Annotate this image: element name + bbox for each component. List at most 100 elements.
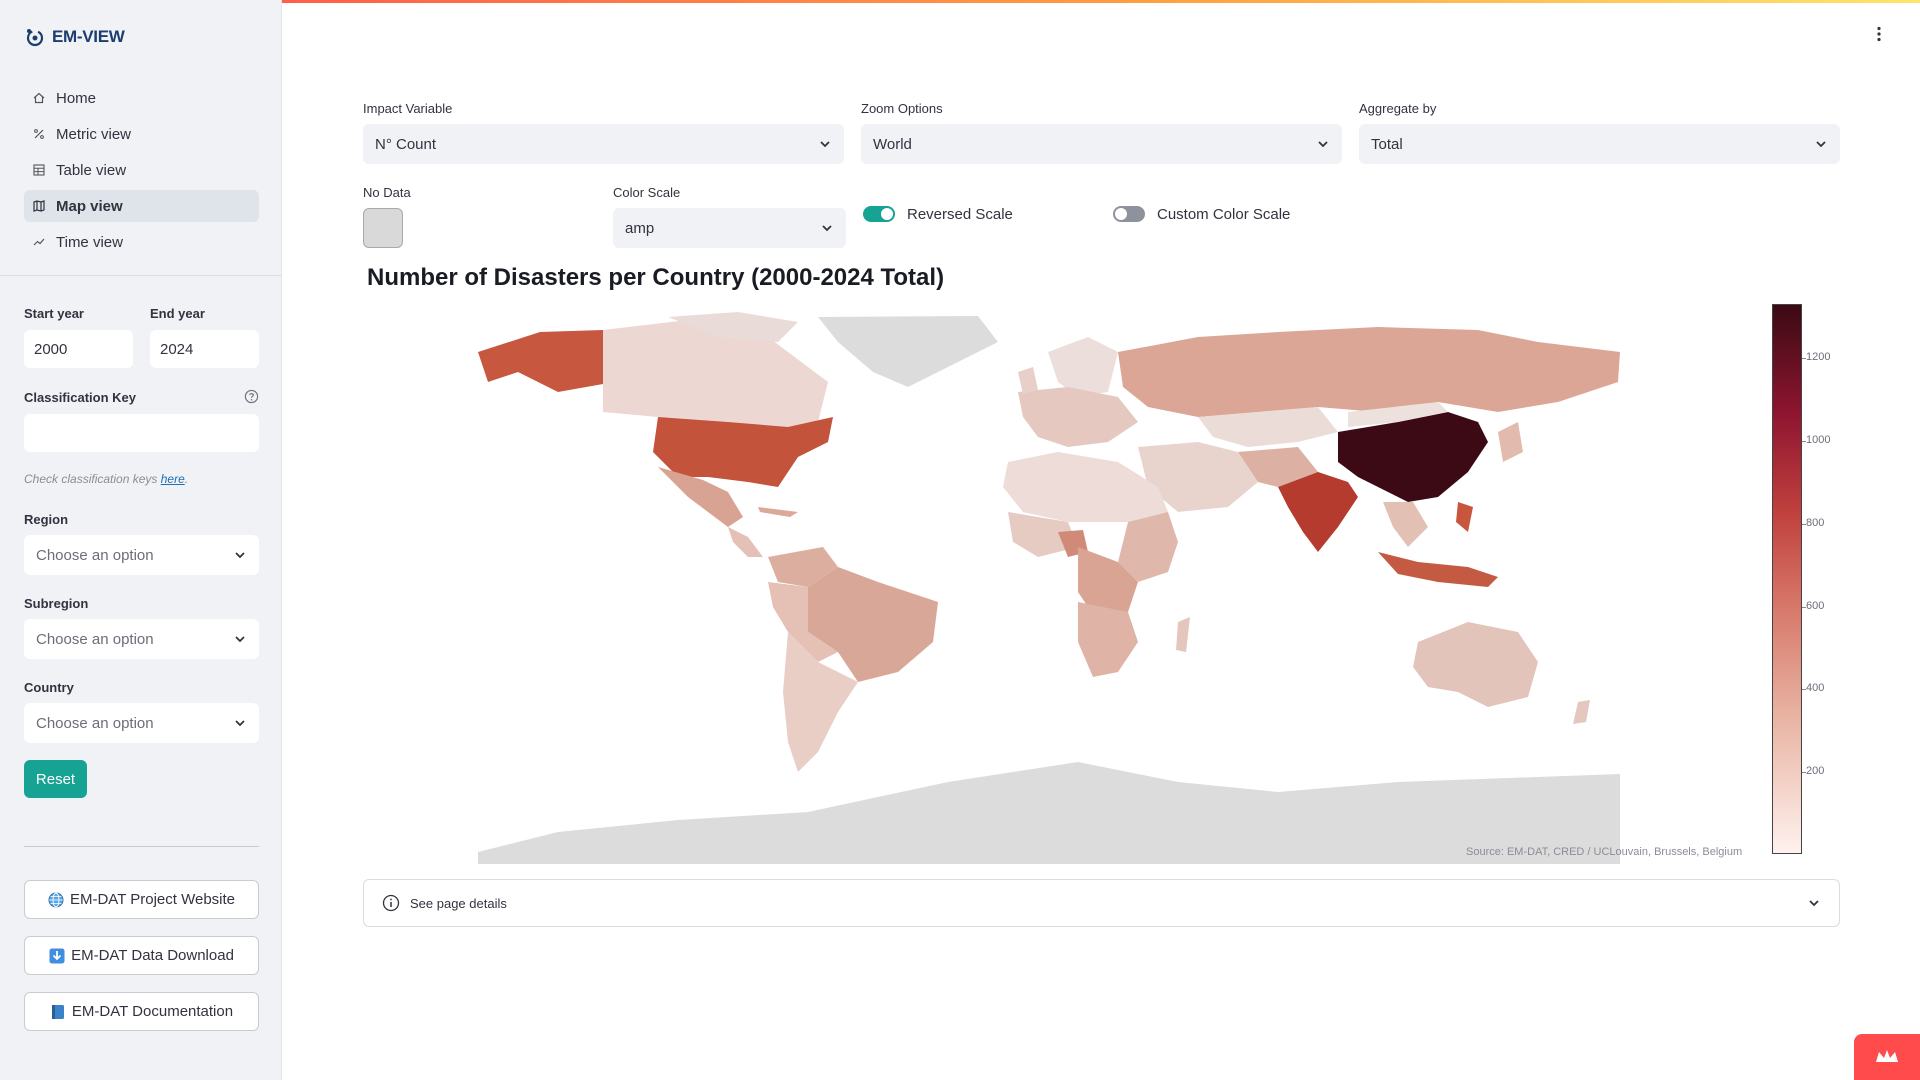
mexico-shape: [658, 467, 743, 527]
colorbar-tick-mark: [1802, 441, 1806, 442]
chevron-down-icon: [1816, 141, 1826, 148]
color-scale-value: amp: [625, 219, 655, 237]
reversed-scale-toggle[interactable]: Reversed Scale: [863, 204, 1013, 224]
madagascar-shape: [1176, 617, 1190, 652]
help-icon[interactable]: [244, 389, 259, 404]
region-select[interactable]: Choose an option: [24, 535, 259, 575]
chevron-down-icon: [822, 225, 832, 232]
colorbar-tick-label: 200: [1806, 765, 1825, 777]
toggle-knob: [881, 208, 893, 220]
colorbar-tick-label: 800: [1806, 517, 1825, 529]
zoom-options-select[interactable]: World: [861, 124, 1342, 164]
zoom-options-label: Zoom Options: [861, 101, 943, 116]
start-year-label: Start year: [24, 306, 84, 321]
aggregate-by-label: Aggregate by: [1359, 101, 1437, 116]
subregion-select[interactable]: Choose an option: [24, 619, 259, 659]
nav-item-time-view[interactable]: Time view: [24, 226, 259, 258]
greenland-shape: [818, 316, 998, 387]
new-zealand-shape: [1573, 700, 1590, 724]
impact-variable-label: Impact Variable: [363, 101, 453, 116]
start-year-input[interactable]: 2000: [24, 330, 133, 368]
page-details-expander[interactable]: See page details: [363, 879, 1840, 927]
chevron-down-icon: [235, 552, 245, 559]
nav-label-home: Home: [56, 89, 97, 107]
philippines-shape: [1456, 502, 1473, 532]
nav-label-metric-view: Metric view: [56, 125, 132, 143]
page-details-label: See page details: [410, 895, 507, 911]
west-africa-shape: [1008, 512, 1078, 557]
nav-item-metric-view[interactable]: Metric view: [24, 118, 259, 150]
chart-source-note: Source: EM-DAT, CRED / UCLouvain, Brusse…: [1466, 846, 1743, 858]
nav-item-map-view[interactable]: Map view: [24, 190, 259, 222]
subregion-label: Subregion: [24, 596, 89, 611]
hint-text: Check classification keys: [24, 472, 161, 486]
colorbar-tick-label: 600: [1806, 600, 1825, 612]
nav-item-home[interactable]: Home: [24, 82, 259, 114]
toggle-track: [863, 206, 895, 222]
colorbar-tick-mark: [1802, 772, 1806, 773]
colorbar-tick-label: 1000: [1806, 434, 1831, 446]
colorbar-tick-mark: [1802, 607, 1806, 608]
usa-shape: [653, 417, 833, 487]
project-website-label: EM-DAT Project Website: [69, 891, 236, 908]
chevron-down-icon: [1809, 900, 1819, 907]
classification-hint: Check classification keys here.: [24, 472, 188, 486]
colorbar-tick-label: 1200: [1806, 351, 1831, 363]
documentation-button[interactable]: EM-DAT Documentation: [24, 992, 259, 1031]
globe-icon: [48, 892, 64, 907]
reset-button[interactable]: Reset: [24, 760, 87, 798]
middle-east-shape: [1138, 442, 1258, 512]
color-scale-label: Color Scale: [613, 185, 681, 200]
classification-keys-link[interactable]: here: [160, 472, 185, 486]
cuba-shape: [758, 507, 798, 517]
nav-label-time-view: Time view: [56, 233, 123, 251]
aggregate-by-select[interactable]: Total: [1359, 124, 1840, 164]
central-america-shape: [728, 527, 763, 557]
mongolia-shape: [1348, 402, 1448, 427]
colorbar-tick-label: 400: [1806, 682, 1825, 694]
country-placeholder: Choose an option: [36, 714, 154, 732]
documentation-label: EM-DAT Documentation: [71, 1003, 234, 1020]
no-data-color-picker[interactable]: [363, 208, 403, 248]
colombia-venezuela-shape: [768, 547, 838, 587]
app-name: EM-VIEW: [52, 27, 125, 46]
western-europe-shape: [1018, 387, 1138, 447]
iran-afghanistan-shape: [1238, 447, 1318, 487]
data-download-button[interactable]: EM-DAT Data Download: [24, 936, 259, 975]
chevron-down-icon: [235, 636, 245, 643]
country-select[interactable]: Choose an option: [24, 703, 259, 743]
country-label: Country: [24, 680, 74, 695]
world-choropleth-map[interactable]: [478, 312, 1620, 864]
table-icon: [32, 163, 46, 177]
custom-color-scale-toggle[interactable]: Custom Color Scale: [1113, 204, 1290, 224]
central-asia-shape: [1198, 407, 1338, 447]
nav-menu: Home Metric view Table view Map view Tim…: [24, 82, 259, 262]
antarctica-shape: [478, 762, 1620, 864]
peru-bolivia-shape: [768, 582, 838, 662]
color-scale-select[interactable]: amp: [613, 208, 846, 248]
toggle-track: [1113, 206, 1145, 222]
more-options-icon[interactable]: [1876, 26, 1882, 42]
streamlit-badge[interactable]: [1854, 1034, 1920, 1080]
india-shape: [1278, 472, 1358, 552]
central-africa-shape: [1078, 547, 1138, 622]
classification-key-input[interactable]: [24, 414, 259, 452]
zoom-options-value: World: [873, 135, 912, 153]
app-logo[interactable]: EM-VIEW: [24, 26, 125, 48]
logo-icon: [26, 29, 44, 47]
download-icon: [49, 948, 65, 963]
info-icon: [382, 894, 400, 912]
impact-variable-select[interactable]: N° Count: [363, 124, 844, 164]
north-africa-shape: [1003, 452, 1168, 522]
sidebar-links-divider: [24, 846, 259, 847]
project-website-button[interactable]: EM-DAT Project Website: [24, 880, 259, 919]
crown-icon: [1876, 1050, 1898, 1062]
toggle-knob: [1115, 208, 1127, 220]
colorbar-tick-mark: [1802, 358, 1806, 359]
australia-shape: [1413, 622, 1538, 707]
indonesia-shape: [1378, 552, 1498, 587]
nav-item-table-view[interactable]: Table view: [24, 154, 259, 186]
end-year-input[interactable]: 2024: [150, 330, 259, 368]
argentina-chile-shape: [783, 632, 858, 772]
percent-icon: [32, 127, 46, 141]
